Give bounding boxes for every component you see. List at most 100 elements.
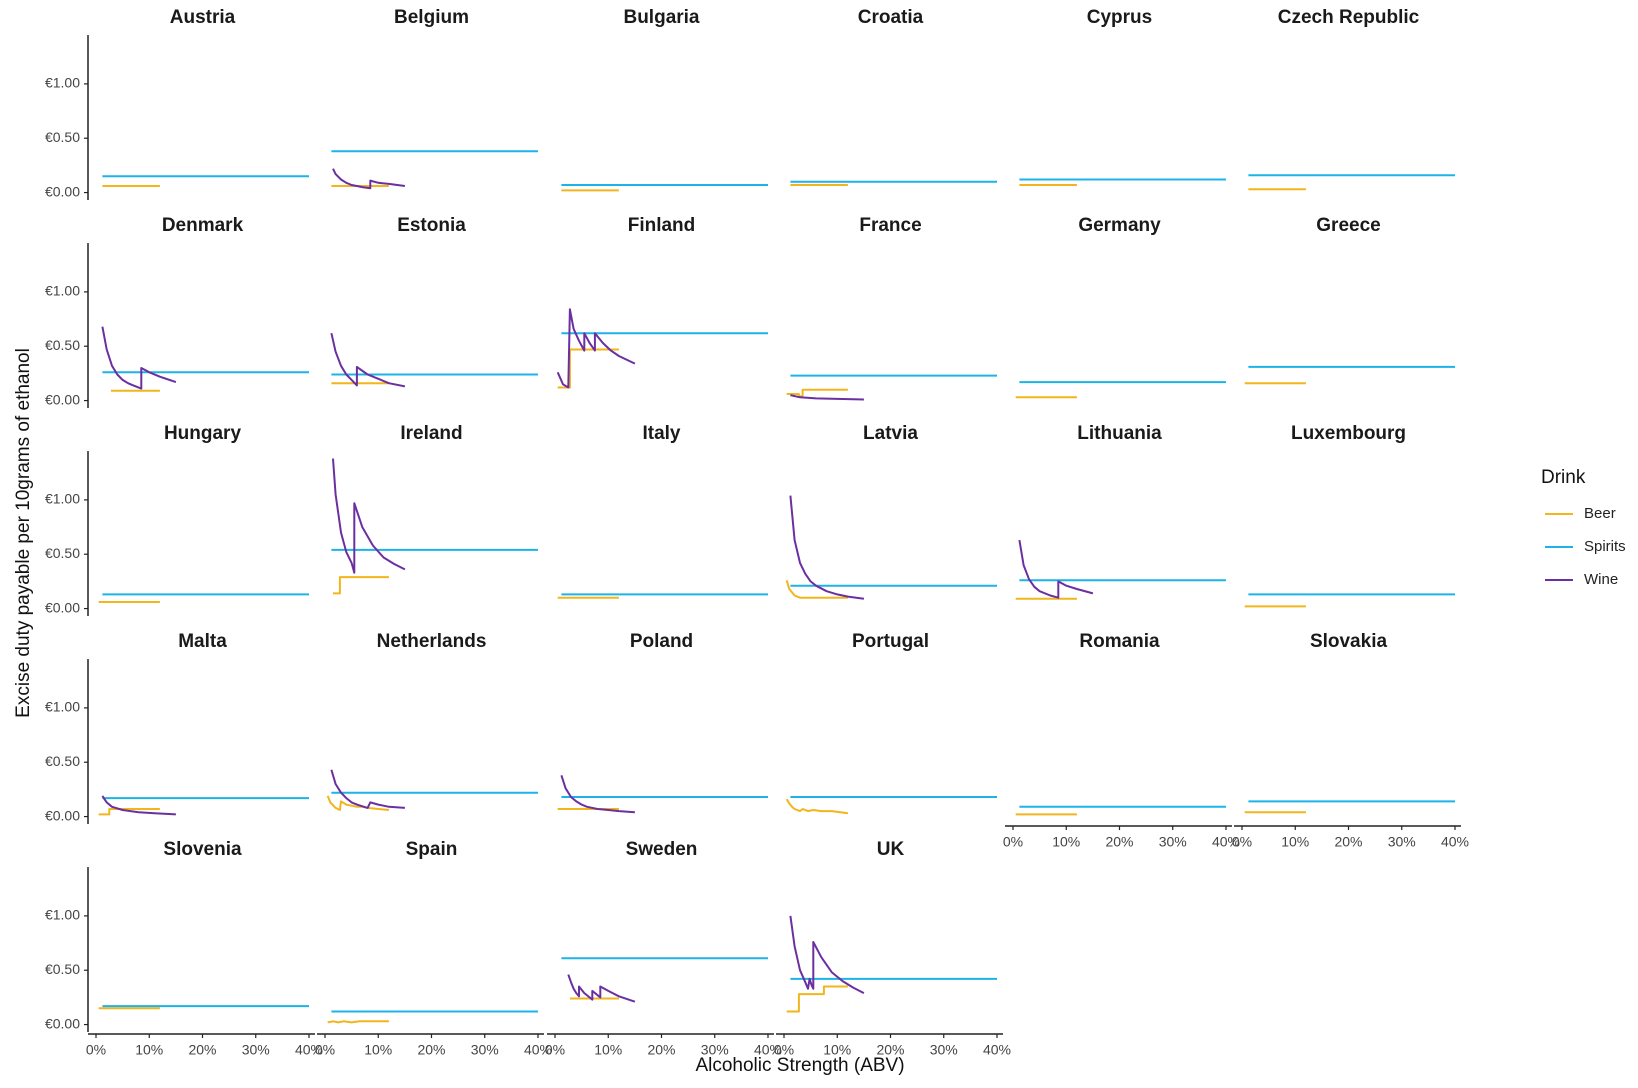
y-tick-label-row-5-0: €0.00 (45, 1015, 80, 1031)
x-tick-label-spain-4: 40% (524, 1042, 552, 1058)
y-tick-label-row-5-1: €0.50 (45, 961, 80, 977)
x-tick-label-slovakia-0: 0% (1232, 834, 1252, 850)
facet-title-croatia: Croatia (858, 7, 924, 28)
series-line-wine-estonia (330, 332, 406, 388)
y-tick-label-row-4-0: €0.00 (45, 807, 80, 823)
x-tick-label-uk-2: 20% (876, 1042, 904, 1058)
facet-title-italy: Italy (642, 423, 680, 444)
series-line-beer-spain (327, 1020, 389, 1024)
y-tick-label-row-2-2: €1.00 (45, 283, 80, 299)
x-axis-title: Alcoholic Strength (ABV) (695, 1055, 904, 1076)
facet-title-netherlands: Netherlands (377, 631, 487, 652)
x-tick-label-sweden-3: 30% (701, 1042, 729, 1058)
series-line-wine-sweden (567, 974, 636, 1003)
facet-title-slovenia: Slovenia (163, 839, 242, 860)
facet-title-lithuania: Lithuania (1077, 423, 1162, 444)
series-line-wine-latvia (789, 495, 865, 600)
series-line-beer-portugal (785, 798, 849, 815)
x-tick-label-slovakia-4: 40% (1441, 834, 1469, 850)
facet-title-spain: Spain (406, 839, 458, 860)
legend-label-beer: Beer (1584, 505, 1616, 522)
x-tick-label-sweden-1: 10% (594, 1042, 622, 1058)
y-tick-label-row-1-2: €1.00 (45, 75, 80, 91)
facet-title-austria: Austria (170, 7, 236, 28)
facet-title-uk: UK (877, 839, 905, 860)
series-line-beer-uk (786, 985, 848, 1013)
facet-title-estonia: Estonia (397, 215, 466, 236)
facet-title-greece: Greece (1316, 215, 1380, 236)
series-line-wine-netherlands (330, 769, 405, 809)
x-tick-label-uk-0: 0% (774, 1042, 794, 1058)
series-line-beer-netherlands (326, 795, 389, 811)
x-tick-label-slovenia-0: 0% (86, 1042, 106, 1058)
y-axis-title: Excise duty payable per 10grams of ethan… (13, 348, 34, 718)
x-tick-label-slovakia-1: 10% (1281, 834, 1309, 850)
facet-title-portugal: Portugal (852, 631, 929, 652)
y-tick-label-row-1-0: €0.00 (45, 183, 80, 199)
facet-title-finland: Finland (628, 215, 696, 236)
facet-title-france: France (859, 215, 921, 236)
series-line-beer-france (786, 388, 848, 398)
x-tick-label-slovakia-2: 20% (1334, 834, 1362, 850)
facet-title-sweden: Sweden (626, 839, 698, 860)
facet-title-belgium: Belgium (394, 7, 469, 28)
series-line-wine-belgium (332, 168, 406, 190)
x-tick-label-spain-2: 20% (417, 1042, 445, 1058)
y-tick-label-row-3-1: €0.50 (45, 545, 80, 561)
facet-title-slovakia: Slovakia (1310, 631, 1388, 652)
facet-title-malta: Malta (178, 631, 227, 652)
legend-label-wine: Wine (1584, 571, 1618, 588)
x-tick-label-slovenia-4: 40% (295, 1042, 323, 1058)
x-tick-label-romania-3: 30% (1159, 834, 1187, 850)
series-line-beer-finland (557, 348, 619, 389)
x-tick-label-spain-3: 30% (471, 1042, 499, 1058)
y-tick-label-row-4-1: €0.50 (45, 753, 80, 769)
y-tick-label-row-2-1: €0.50 (45, 337, 80, 353)
y-tick-label-row-1-1: €0.50 (45, 129, 80, 145)
x-tick-label-slovenia-1: 10% (135, 1042, 163, 1058)
series-line-wine-lithuania (1018, 539, 1094, 599)
x-tick-label-romania-0: 0% (1003, 834, 1023, 850)
y-tick-label-row-3-0: €0.00 (45, 599, 80, 615)
x-tick-label-slovenia-3: 30% (242, 1042, 270, 1058)
y-tick-label-row-3-2: €1.00 (45, 491, 80, 507)
facet-title-czech-republic: Czech Republic (1278, 7, 1420, 28)
series-line-beer-ireland (333, 576, 389, 595)
series-line-wine-denmark (101, 326, 177, 390)
series-line-wine-france (790, 394, 864, 401)
facet-title-denmark: Denmark (162, 215, 244, 236)
x-tick-label-romania-4: 40% (1212, 834, 1240, 850)
legend-title: Drink (1541, 467, 1586, 488)
facet-title-hungary: Hungary (164, 423, 242, 444)
series-line-beer-latvia (785, 580, 848, 599)
series-line-wine-poland (560, 774, 635, 814)
facet-title-latvia: Latvia (863, 423, 918, 444)
facet-title-romania: Romania (1079, 631, 1160, 652)
facet-title-ireland: Ireland (400, 423, 462, 444)
x-tick-label-uk-4: 40% (983, 1042, 1011, 1058)
x-tick-label-sweden-2: 20% (647, 1042, 675, 1058)
x-tick-label-uk-1: 10% (823, 1042, 851, 1058)
facet-title-bulgaria: Bulgaria (623, 7, 699, 28)
x-tick-label-slovakia-3: 30% (1388, 834, 1416, 850)
y-tick-label-row-5-2: €1.00 (45, 907, 80, 923)
series-line-wine-malta (101, 795, 176, 816)
facet-title-germany: Germany (1078, 215, 1161, 236)
x-tick-label-romania-1: 10% (1052, 834, 1080, 850)
x-tick-label-sweden-0: 0% (545, 1042, 565, 1058)
x-tick-label-slovenia-2: 20% (188, 1042, 216, 1058)
series-line-beer-malta (98, 808, 160, 816)
x-tick-label-romania-2: 20% (1105, 834, 1133, 850)
series-line-wine-uk (789, 915, 865, 994)
legend-label-spirits: Spirits (1584, 538, 1626, 555)
x-tick-label-uk-3: 30% (930, 1042, 958, 1058)
series-line-wine-ireland (332, 458, 406, 574)
facet-title-luxembourg: Luxembourg (1291, 423, 1406, 444)
series-line-wine-finland (556, 308, 636, 389)
y-tick-label-row-4-2: €1.00 (45, 699, 80, 715)
x-tick-label-spain-1: 10% (364, 1042, 392, 1058)
x-tick-label-spain-0: 0% (315, 1042, 335, 1058)
facet-title-poland: Poland (630, 631, 693, 652)
